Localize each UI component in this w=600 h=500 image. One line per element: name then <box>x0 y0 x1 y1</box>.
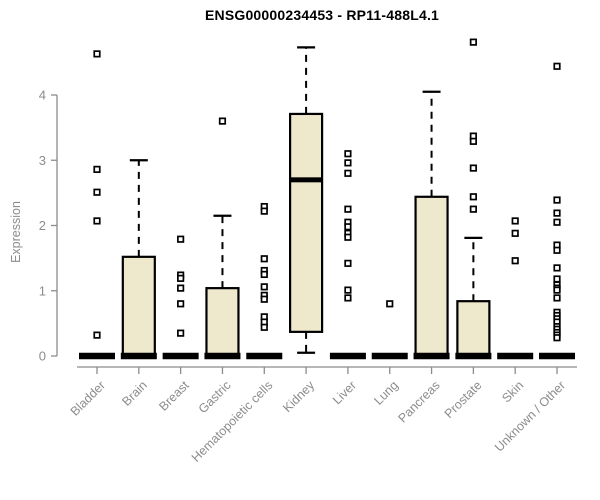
y-tick-label: 4 <box>39 88 46 103</box>
x-category-label: Gastric <box>196 378 234 416</box>
outlier-breast <box>177 274 185 282</box>
outlier-unknown-other <box>553 209 561 217</box>
outlier-bladder <box>93 217 101 225</box>
outlier-liver <box>344 223 352 231</box>
x-category-label: Bladder <box>68 378 108 418</box>
median-gastric <box>204 352 241 360</box>
outlier-unknown-other <box>553 196 561 204</box>
outlier-prostate <box>469 205 477 213</box>
median-brain <box>120 352 157 360</box>
outlier-breast <box>177 284 185 292</box>
outlier-hematopoietic-cells <box>260 270 268 279</box>
outlier-unknown-other <box>553 264 561 272</box>
outlier-prostate <box>469 38 477 46</box>
box-brain <box>121 255 156 358</box>
outlier-hematopoietic-cells <box>260 323 268 331</box>
outlier-unknown-other <box>553 218 561 226</box>
outlier-breast <box>177 235 185 243</box>
collapsed-box-hematopoietic-cells <box>246 352 283 360</box>
x-category-label: Brain <box>119 378 150 409</box>
outlier-unknown-other <box>553 334 561 342</box>
collapsed-box-breast <box>162 352 199 360</box>
outlier-prostate <box>469 193 477 201</box>
outlier-bladder <box>93 50 101 58</box>
outlier-breast <box>177 300 185 308</box>
x-category-label: Breast <box>156 378 192 414</box>
outlier-liver <box>344 233 352 241</box>
x-category-label: Pancreas <box>395 378 442 425</box>
collapsed-box-liver <box>329 352 366 360</box>
outlier-skin <box>511 257 519 265</box>
outlier-hematopoietic-cells <box>260 283 268 291</box>
outlier-bladder <box>93 331 101 339</box>
outlier-unknown-other <box>553 294 561 302</box>
median-prostate <box>455 352 492 360</box>
y-tick-label: 3 <box>39 153 46 168</box>
collapsed-box-lung <box>371 352 408 360</box>
x-category-label: Lung <box>371 378 401 408</box>
outlier-bladder <box>93 188 101 196</box>
box-kidney <box>289 112 324 333</box>
x-category-label: Kidney <box>280 378 317 415</box>
outlier-hematopoietic-cells <box>260 255 268 263</box>
outlier-prostate <box>469 137 477 145</box>
outlier-liver <box>344 294 352 302</box>
outlier-liver <box>344 259 352 267</box>
median-pancreas <box>413 352 450 360</box>
y-axis-title: Expression <box>9 201 23 263</box>
outlier-liver <box>344 150 352 158</box>
outlier-liver <box>344 205 352 213</box>
outlier-lung <box>386 300 394 308</box>
outlier-unknown-other <box>553 246 561 254</box>
y-tick-label: 0 <box>39 349 46 364</box>
outlier-skin <box>511 217 519 225</box>
outlier-breast <box>177 329 185 337</box>
collapsed-box-bladder <box>79 352 115 360</box>
y-tick-label: 1 <box>39 283 46 298</box>
outlier-unknown-other <box>553 62 561 70</box>
outlier-gastric <box>218 117 227 125</box>
chart-title: ENSG00000234453 - RP11-488L4.1 <box>204 7 440 23</box>
x-category-label: Skin <box>499 378 526 405</box>
outlier-bladder <box>93 165 101 173</box>
outlier-unknown-other <box>553 286 561 294</box>
collapsed-box-unknown-other <box>539 352 576 360</box>
outlier-unknown-other <box>553 275 561 283</box>
outlier-hematopoietic-cells <box>260 207 268 215</box>
y-tick-label: 2 <box>39 218 46 233</box>
outlier-liver <box>344 169 352 177</box>
outlier-prostate <box>469 164 477 172</box>
box-prostate <box>456 300 491 358</box>
box-pancreas <box>414 195 449 358</box>
box-gastric <box>205 287 240 358</box>
x-category-label: Unknown / Other <box>492 378 568 454</box>
outlier-liver <box>344 159 352 167</box>
collapsed-box-skin <box>497 352 534 360</box>
outlier-hematopoietic-cells <box>260 295 268 303</box>
outlier-skin <box>511 229 519 237</box>
x-category-label: Liver <box>330 378 359 407</box>
x-category-label: Hematopoietic cells <box>189 378 276 465</box>
x-category-label: Prostate <box>442 378 485 421</box>
median-kidney <box>290 177 323 183</box>
outlier-liver <box>344 286 352 294</box>
